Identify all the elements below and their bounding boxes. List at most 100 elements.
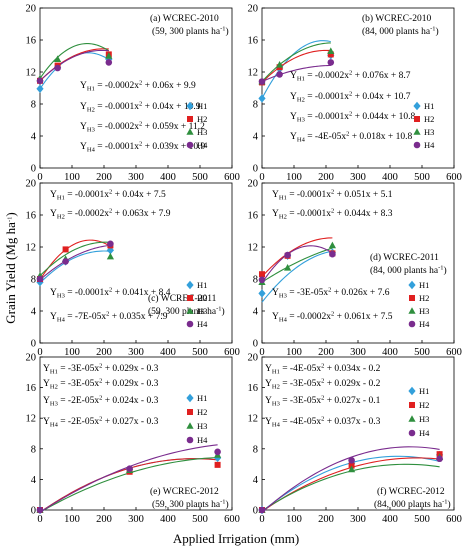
fit-curve-H4 — [261, 245, 333, 284]
legend-marker-H4 — [186, 320, 194, 328]
legend: H1 H2 H3 H4 — [408, 386, 430, 438]
legend-label-H4: H4 — [197, 319, 208, 329]
legend-label-H3: H3 — [197, 421, 207, 431]
y-tick-label: 8 — [31, 100, 36, 111]
data-point-H4 — [126, 465, 133, 472]
data-point-H4 — [214, 448, 221, 456]
legend-label-H1: H1 — [424, 101, 434, 111]
legend-marker-H1 — [186, 393, 194, 403]
legend-label-H3: H3 — [424, 127, 434, 137]
data-point-H1 — [258, 94, 266, 103]
legend-marker-H3 — [186, 128, 194, 135]
fit-curve-H2 — [261, 49, 331, 83]
legend-label-H1: H1 — [197, 101, 207, 111]
y-tick-label: 0 — [31, 339, 36, 350]
x-tick-label: 500 — [192, 514, 208, 525]
equation-2: YH2 = -0.0001x2 + 0.04x + 10.7 — [290, 91, 411, 104]
legend-marker-H3 — [186, 422, 194, 429]
x-tick-label: 300 — [128, 514, 144, 525]
equation-4: YH4 = -7E-05x2 + 0.035x + 7.9 — [50, 311, 168, 324]
legend-label-H2: H2 — [197, 114, 207, 124]
legend-label-H4: H4 — [197, 435, 208, 445]
x-tick-label: 100 — [286, 347, 302, 358]
x-tick-label: 500 — [414, 172, 430, 183]
data-point-H3 — [348, 465, 356, 473]
panel-c: 0 100 200 300 400 500 600 0 4 8 12 16 20 (c) WCREC-20… — [26, 179, 240, 359]
panel-a: 0 100 200 300 400 500 600 0 4 8 12 16 20 (a) WCREC-20… — [26, 4, 240, 184]
y-tick-label: 8 — [253, 275, 258, 286]
x-tick-label: 100 — [64, 514, 80, 525]
legend-label-H1: H1 — [197, 393, 207, 403]
panel-title: (e) WCREC-2012 — [150, 486, 219, 497]
y-tick-label: 20 — [26, 4, 37, 15]
x-tick-label: 200 — [318, 514, 334, 525]
legend-marker-H1 — [408, 280, 416, 290]
data-point-H4 — [36, 506, 44, 514]
data-point-H2 — [348, 462, 355, 469]
x-tick-label: 0 — [259, 347, 264, 358]
legend-marker-H4 — [186, 141, 194, 149]
legend-label-H4: H4 — [419, 428, 430, 438]
equation-1: YH1 = -3E-05x2 + 0.029x - 0.3 — [43, 363, 159, 376]
panel-d: 0 100 200 300 400 500 600 0 4 8 12 16 20 (d) WCREC-20… — [248, 179, 462, 359]
panel-subtitle: (84, 000 plants ha-1) — [370, 265, 447, 277]
y-tick-label: 20 — [248, 4, 259, 15]
panel-f: 0 100 200 300 400 500 600 0 4 8 12 16 20 (f) WCREC-20… — [248, 353, 462, 526]
equation-4: YH4 = -4E-05x2 + 0.037x - 0.3 — [265, 416, 381, 429]
fit-curve-H3 — [39, 43, 110, 79]
legend-marker-H3 — [408, 307, 416, 314]
x-tick-label: 600 — [446, 172, 462, 183]
legend-label-H3: H3 — [197, 127, 207, 137]
legend-label-H1: H1 — [197, 280, 207, 290]
panel-title: (d) WCREC-2011 — [370, 252, 439, 263]
y-tick-label: 8 — [253, 100, 258, 111]
legend-label-H2: H2 — [197, 407, 207, 417]
x-tick-label: 100 — [286, 514, 302, 525]
x-tick-label: 400 — [160, 514, 176, 525]
data-point-H4 — [276, 71, 283, 78]
x-tick-label: 600 — [446, 347, 462, 358]
x-tick-label: 600 — [446, 514, 462, 525]
data-point-H4 — [62, 258, 69, 265]
x-tick-label: 200 — [96, 514, 112, 525]
legend-marker-H1 — [186, 280, 194, 290]
data-point-H1 — [258, 289, 266, 298]
equation-2: YH2 = -3E-05x2 + 0.029x - 0.2 — [265, 378, 381, 391]
fit-curve-H3 — [261, 42, 331, 82]
x-tick-label: 500 — [192, 172, 208, 183]
legend-marker-H1 — [186, 101, 194, 111]
y-axis-label: Grain Yield (Mg ha-1) — [3, 212, 18, 323]
equation-1: YH1 = -0.0002x2 + 0.076x + 8.7 — [290, 70, 411, 83]
x-tick-label: 500 — [192, 347, 208, 358]
data-point-H4 — [36, 275, 44, 283]
y-tick-label: 4 — [253, 307, 259, 318]
data-point-H4 — [327, 59, 335, 66]
data-point-H4 — [258, 506, 266, 514]
equation-2: YH2 = -0.0001x2 + 0.04x + 10.9 — [80, 101, 201, 114]
legend: H1 H2 H3 H4 — [413, 101, 435, 150]
y-tick-label: 20 — [248, 179, 259, 190]
data-point-H4 — [54, 64, 61, 72]
y-tick-label: 16 — [248, 383, 259, 394]
y-tick-label: 0 — [253, 506, 258, 517]
data-point-H3 — [328, 241, 336, 249]
data-point-H4 — [36, 77, 44, 85]
y-tick-label: 4 — [31, 132, 37, 143]
y-tick-label: 16 — [26, 211, 37, 222]
equation-3: YH3 = -0.0002x2 + 0.059x + 11.2 — [80, 121, 205, 134]
x-tick-label: 500 — [414, 514, 430, 525]
legend-marker-H2 — [409, 295, 415, 301]
panel-subtitle: (84, 000 plants ha-1) — [362, 26, 439, 38]
legend-marker-H3 — [186, 307, 194, 314]
y-tick-label: 4 — [253, 132, 259, 143]
legend-marker-H4 — [408, 429, 416, 437]
panel-subtitle: (84, 000 plants ha-1) — [374, 499, 451, 511]
y-tick-label: 12 — [26, 243, 37, 254]
x-tick-label: 100 — [286, 172, 302, 183]
y-tick-label: 0 — [31, 506, 36, 517]
equation-2: YH2 = -0.0002x2 + 0.063x + 7.9 — [50, 208, 171, 221]
data-point-H3 — [106, 252, 114, 260]
data-point-H4 — [105, 59, 113, 66]
